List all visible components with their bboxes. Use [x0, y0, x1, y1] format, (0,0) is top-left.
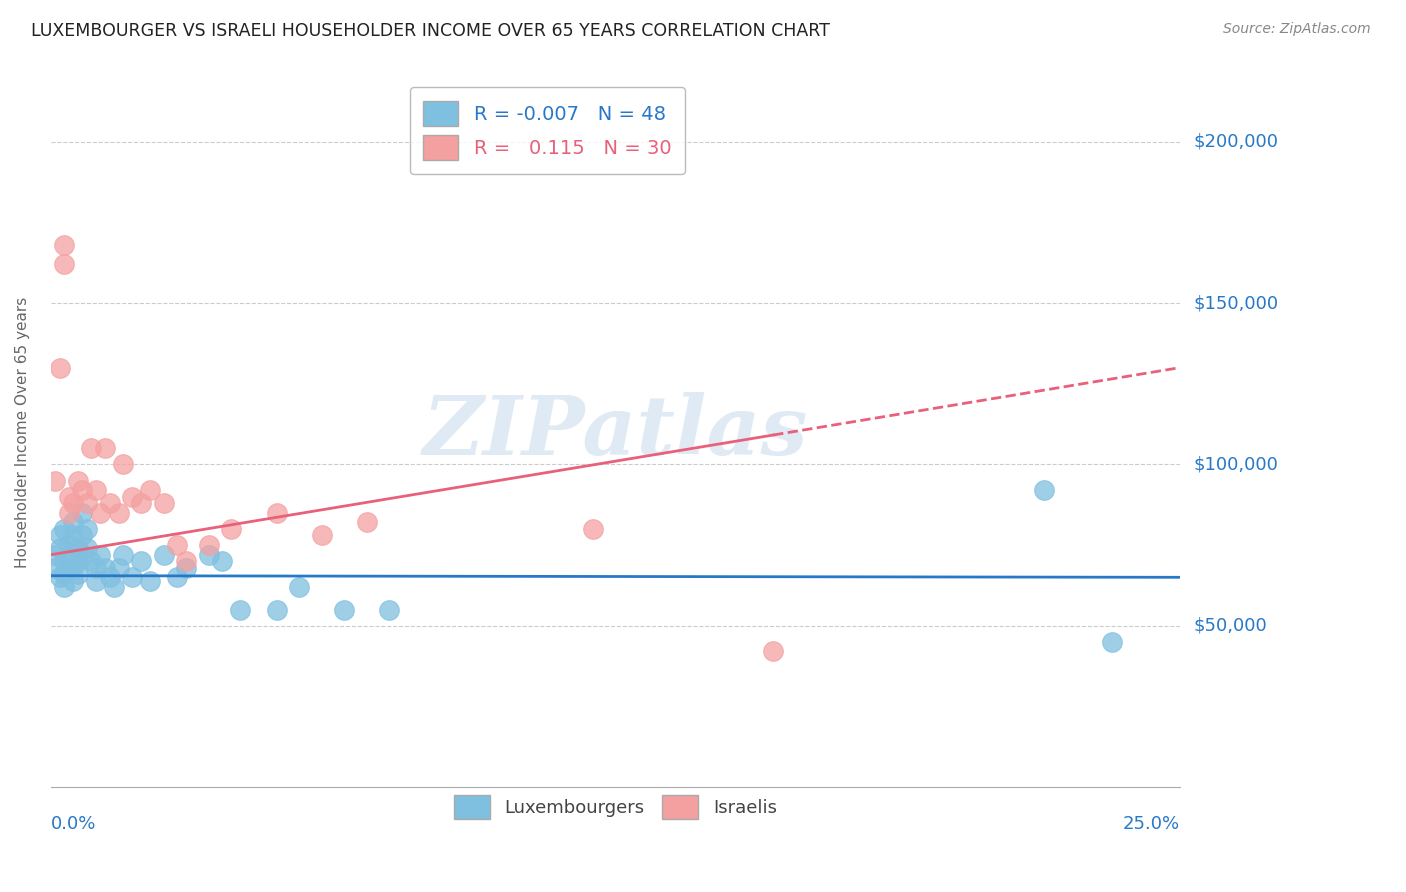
Point — [333, 602, 356, 616]
Point — [762, 644, 785, 658]
Point — [121, 490, 143, 504]
Point — [107, 560, 129, 574]
Text: $150,000: $150,000 — [1194, 294, 1278, 312]
Point — [53, 554, 76, 568]
Point — [1101, 635, 1123, 649]
Point — [53, 580, 76, 594]
Point — [94, 560, 117, 574]
Point — [266, 602, 288, 616]
Point — [229, 602, 252, 616]
Text: LUXEMBOURGER VS ISRAELI HOUSEHOLDER INCOME OVER 65 YEARS CORRELATION CHART: LUXEMBOURGER VS ISRAELI HOUSEHOLDER INCO… — [31, 22, 830, 40]
Point — [311, 528, 333, 542]
Point — [76, 522, 98, 536]
Point — [72, 506, 94, 520]
Point — [62, 574, 84, 588]
Point — [76, 541, 98, 556]
Point — [72, 483, 94, 498]
Point — [49, 570, 72, 584]
Point — [62, 516, 84, 530]
Text: Source: ZipAtlas.com: Source: ZipAtlas.com — [1223, 22, 1371, 37]
Point — [49, 541, 72, 556]
Text: $50,000: $50,000 — [1194, 616, 1267, 635]
Point — [198, 538, 221, 552]
Point — [198, 548, 221, 562]
Point — [89, 506, 111, 520]
Point — [84, 483, 107, 498]
Point — [66, 541, 89, 556]
Point — [66, 554, 89, 568]
Point — [84, 560, 107, 574]
Point — [84, 574, 107, 588]
Point — [44, 560, 66, 574]
Point — [121, 570, 143, 584]
Point — [72, 528, 94, 542]
Point — [266, 506, 288, 520]
Point — [378, 602, 401, 616]
Point — [139, 574, 162, 588]
Point — [94, 442, 117, 456]
Text: $200,000: $200,000 — [1194, 133, 1278, 151]
Point — [72, 548, 94, 562]
Point — [49, 528, 72, 542]
Point — [58, 538, 80, 552]
Legend: Luxembourgers, Israelis: Luxembourgers, Israelis — [444, 787, 786, 828]
Point — [98, 496, 121, 510]
Point — [44, 548, 66, 562]
Text: ZIPatlas: ZIPatlas — [422, 392, 808, 472]
Point — [356, 516, 378, 530]
Point — [89, 548, 111, 562]
Point — [66, 567, 89, 582]
Point — [58, 560, 80, 574]
Y-axis label: Householder Income Over 65 years: Householder Income Over 65 years — [15, 296, 30, 568]
Point — [53, 567, 76, 582]
Point — [288, 580, 311, 594]
Point — [129, 554, 152, 568]
Point — [139, 483, 162, 498]
Point — [53, 238, 76, 252]
Point — [62, 496, 84, 510]
Point — [62, 560, 84, 574]
Point — [129, 496, 152, 510]
Point — [107, 506, 129, 520]
Point — [53, 522, 76, 536]
Point — [152, 548, 174, 562]
Point — [80, 554, 103, 568]
Point — [1033, 483, 1056, 498]
Point — [58, 506, 80, 520]
Point — [112, 458, 135, 472]
Point — [58, 490, 80, 504]
Point — [98, 570, 121, 584]
Text: 0.0%: 0.0% — [51, 815, 96, 833]
Point — [49, 360, 72, 375]
Text: $100,000: $100,000 — [1194, 456, 1278, 474]
Point — [166, 570, 188, 584]
Text: 25.0%: 25.0% — [1122, 815, 1180, 833]
Point — [581, 522, 603, 536]
Point — [166, 538, 188, 552]
Point — [44, 474, 66, 488]
Point — [80, 442, 103, 456]
Point — [53, 258, 76, 272]
Point — [62, 528, 84, 542]
Point — [58, 548, 80, 562]
Point — [221, 522, 243, 536]
Point — [66, 474, 89, 488]
Point — [76, 496, 98, 510]
Point — [152, 496, 174, 510]
Point — [174, 560, 197, 574]
Point — [174, 554, 197, 568]
Point — [112, 548, 135, 562]
Point — [103, 580, 125, 594]
Point — [211, 554, 233, 568]
